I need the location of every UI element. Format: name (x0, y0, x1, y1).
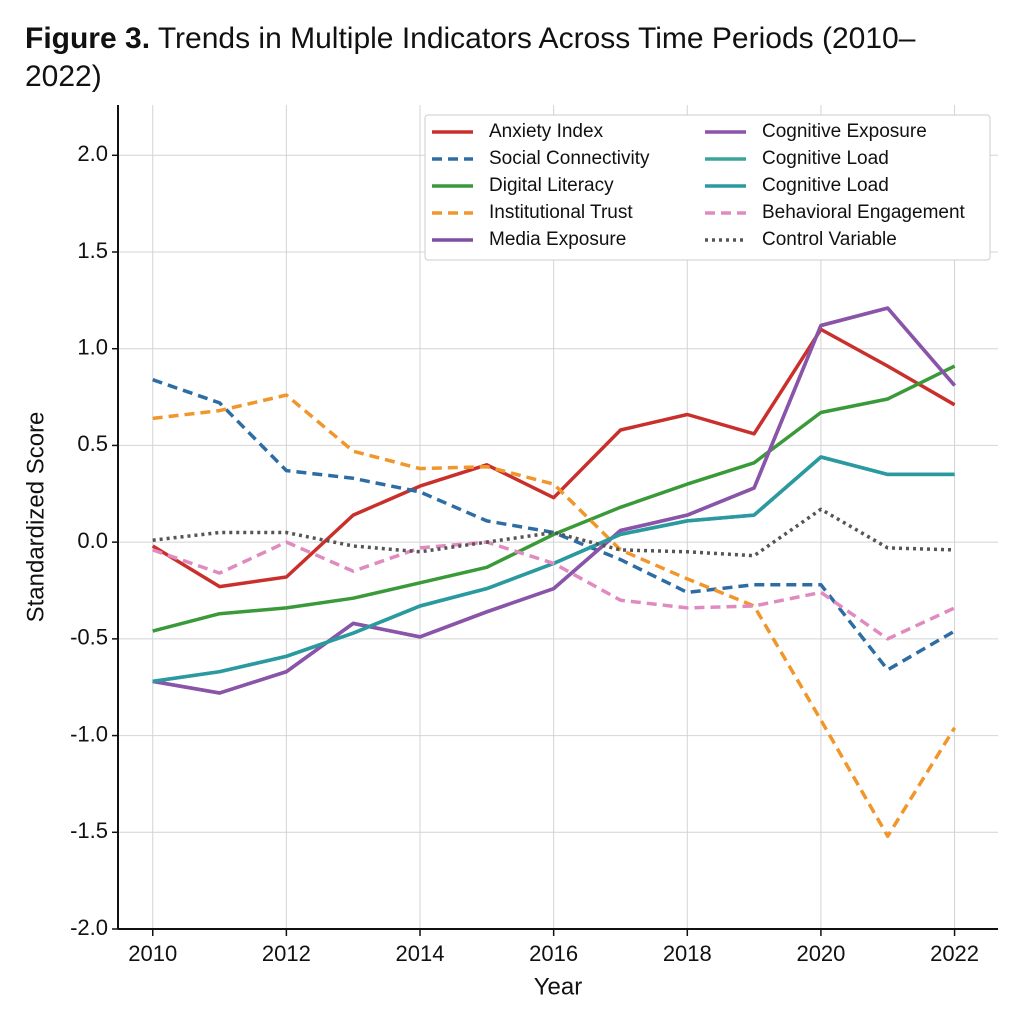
title-block: Figure 3. Trends in Multiple Indicators … (25, 20, 925, 96)
x-tick-label: 2020 (796, 941, 845, 966)
y-tick-label: 0.5 (77, 431, 108, 456)
legend: Anxiety Index Social Connectivity Digital … (424, 114, 991, 261)
y-tick-label: 1.5 (77, 238, 108, 263)
series-line (152, 364, 956, 633)
y-tick-label: -0.5 (70, 625, 108, 650)
x-tick-label: 2014 (396, 941, 445, 966)
x-tick-label: 2022 (930, 941, 979, 966)
series-line (152, 393, 957, 838)
y-tick-label: 0.0 (77, 528, 108, 553)
y-tick-label: -2.0 (70, 915, 108, 940)
series-line (152, 378, 956, 672)
legend-label: Media Exposure (489, 229, 626, 250)
legend-label: Control Variable (762, 229, 897, 250)
legend-label: Cognitive Load (762, 148, 889, 169)
legend-label: Institutional Trust (489, 202, 633, 223)
legend-label: Cognitive Load (762, 175, 889, 196)
y-tick-label: 1.0 (77, 335, 108, 360)
chart-title: Trends in Multiple Indicators Across Tim… (25, 22, 916, 93)
x-tick-label: 2012 (262, 941, 311, 966)
x-tick-label: 2010 (128, 941, 177, 966)
figure-label: Figure 3. (25, 22, 151, 55)
legend-label: Social Connectivity (489, 148, 650, 169)
series-line (152, 507, 955, 558)
y-tick-label: -1.0 (70, 721, 108, 746)
y-tick-label: 2.0 (77, 141, 108, 166)
x-tick-label: 2018 (663, 941, 712, 966)
y-axis-label: Standardized Score (22, 412, 49, 623)
legend-label: Digital Literacy (489, 175, 614, 196)
x-axis-label: Year (534, 973, 583, 1000)
legend-label: Cognitive Exposure (762, 121, 927, 142)
legend-label: Anxiety Index (489, 121, 604, 142)
y-tick-label: -1.5 (70, 818, 108, 843)
series-line (152, 540, 956, 641)
x-tick-label: 2016 (529, 941, 578, 966)
series-line (152, 306, 956, 695)
legend-label: Behavioral Engagement (762, 202, 966, 223)
